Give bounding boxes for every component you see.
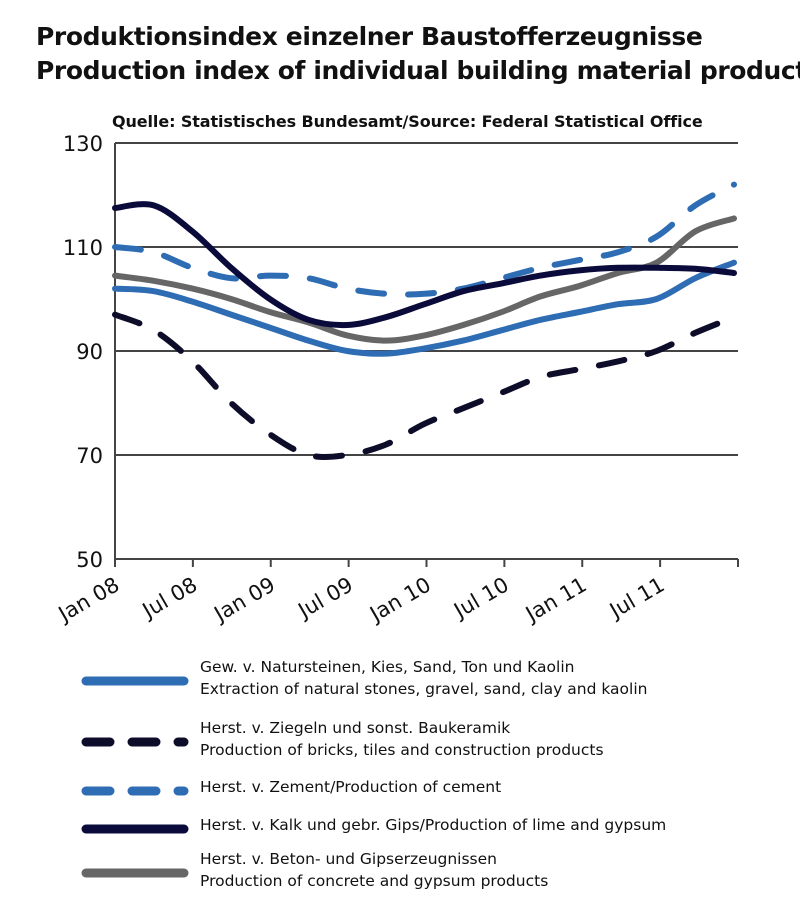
series-lines bbox=[112, 181, 737, 460]
x-tick-label: Jan 09 bbox=[209, 573, 280, 628]
x-tick-label: Jul 09 bbox=[293, 573, 358, 624]
axes bbox=[114, 143, 739, 567]
series-line-natural-stones bbox=[112, 259, 737, 357]
y-tick-label-90: 90 bbox=[76, 340, 103, 364]
chart-title-english: Production index of individual building … bbox=[36, 56, 800, 85]
y-tick-label-70: 70 bbox=[76, 444, 103, 468]
y-tick-label-110: 110 bbox=[63, 236, 103, 260]
series-line-bricks bbox=[112, 311, 737, 460]
series-line-cement bbox=[112, 181, 737, 298]
x-tick-label: Jan 10 bbox=[364, 573, 435, 628]
x-tick-labels: Jan 08 Jul 08 Jan 09 Jul 09 Jan 10 Jul 10 Jan … bbox=[53, 573, 669, 628]
x-tick-label: Jul 11 bbox=[604, 573, 669, 624]
x-tick-label: Jan 11 bbox=[520, 573, 591, 628]
chart-title-german: Produktionsindex einzelner Baustofferzeu… bbox=[36, 22, 703, 51]
x-tick-label: Jul 10 bbox=[448, 573, 513, 624]
y-tick-labels: 50 70 90 110 130 bbox=[63, 132, 103, 572]
series-line-concrete bbox=[112, 215, 737, 344]
series-line-lime bbox=[112, 201, 737, 329]
y-tick-label-130: 130 bbox=[63, 132, 103, 156]
x-tick-label: Jan 08 bbox=[53, 573, 124, 628]
y-tick-label-50: 50 bbox=[76, 548, 103, 572]
x-tick-label: Jul 08 bbox=[137, 573, 202, 624]
chart-source: Quelle: Statistisches Bundesamt/Source: … bbox=[112, 112, 703, 131]
